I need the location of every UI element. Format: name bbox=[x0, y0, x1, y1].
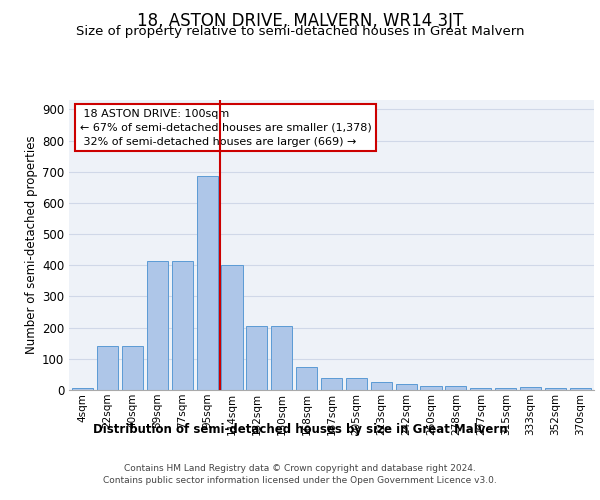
Bar bbox=[321, 378, 342, 390]
Bar bbox=[346, 378, 367, 390]
Bar bbox=[421, 386, 442, 390]
Bar bbox=[271, 326, 292, 390]
Bar bbox=[147, 260, 168, 390]
Bar bbox=[470, 388, 491, 390]
Bar bbox=[197, 176, 218, 390]
Bar bbox=[72, 388, 93, 390]
Bar bbox=[221, 266, 242, 390]
Bar bbox=[520, 387, 541, 390]
Text: Contains HM Land Registry data © Crown copyright and database right 2024.: Contains HM Land Registry data © Crown c… bbox=[124, 464, 476, 473]
Bar bbox=[296, 366, 317, 390]
Text: Distribution of semi-detached houses by size in Great Malvern: Distribution of semi-detached houses by … bbox=[92, 422, 508, 436]
Bar bbox=[371, 382, 392, 390]
Bar bbox=[246, 326, 268, 390]
Bar bbox=[172, 260, 193, 390]
Text: Size of property relative to semi-detached houses in Great Malvern: Size of property relative to semi-detach… bbox=[76, 25, 524, 38]
Bar bbox=[495, 388, 516, 390]
Bar bbox=[445, 386, 466, 390]
Bar bbox=[570, 388, 591, 390]
Bar bbox=[122, 346, 143, 390]
Bar bbox=[395, 384, 417, 390]
Y-axis label: Number of semi-detached properties: Number of semi-detached properties bbox=[25, 136, 38, 354]
Text: 18 ASTON DRIVE: 100sqm
← 67% of semi-detached houses are smaller (1,378)
 32% of: 18 ASTON DRIVE: 100sqm ← 67% of semi-det… bbox=[79, 108, 371, 146]
Text: 18, ASTON DRIVE, MALVERN, WR14 3JT: 18, ASTON DRIVE, MALVERN, WR14 3JT bbox=[137, 12, 463, 30]
Bar bbox=[545, 388, 566, 390]
Text: Contains public sector information licensed under the Open Government Licence v3: Contains public sector information licen… bbox=[103, 476, 497, 485]
Bar bbox=[97, 346, 118, 390]
